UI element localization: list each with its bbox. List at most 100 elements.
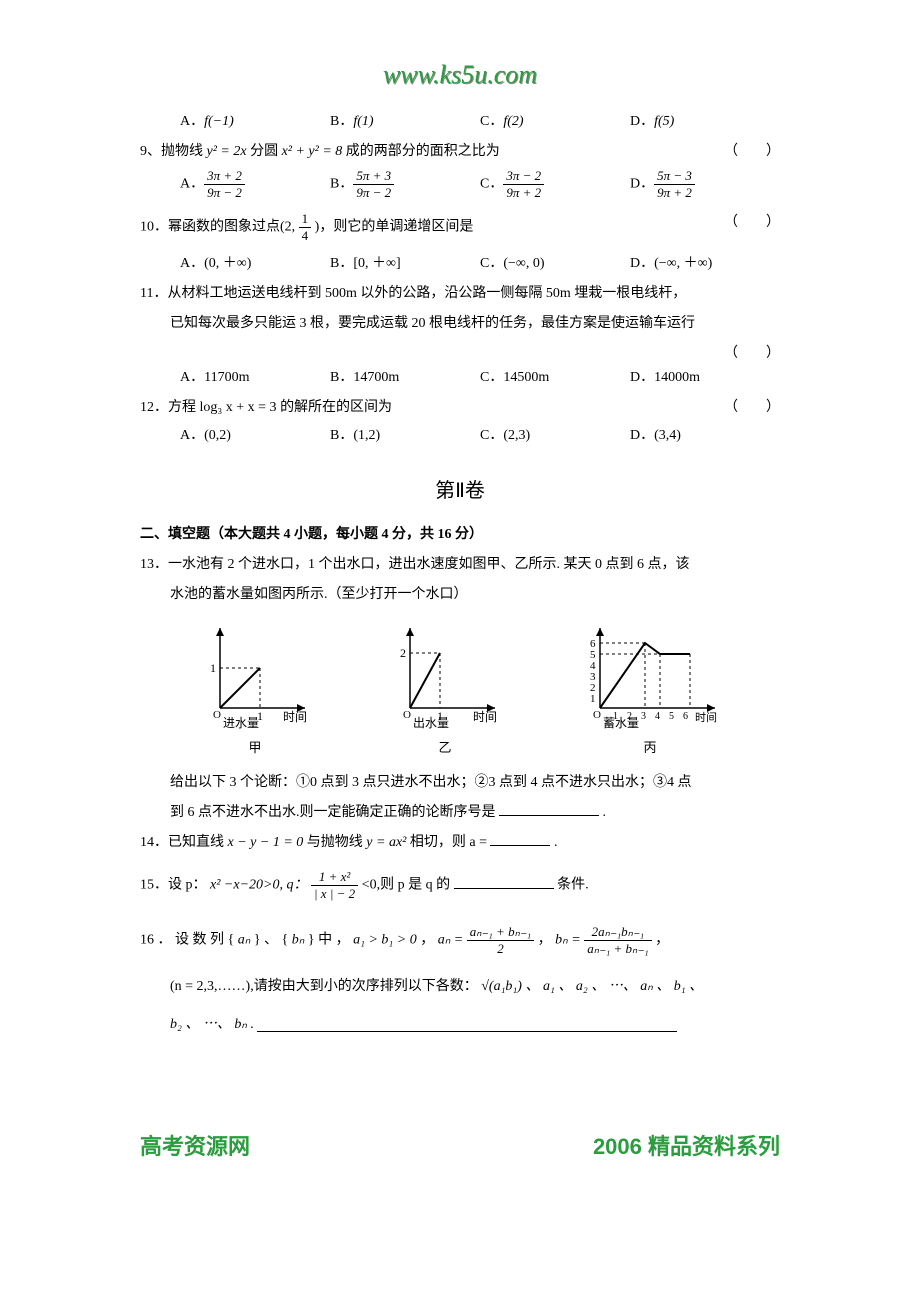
text: ， [655, 933, 669, 948]
q9-option-b: B．5π + 39π − 2 [330, 168, 480, 201]
q12-option-d: D．(3,4) [630, 424, 780, 444]
q8-option-b: B．f(1) [330, 110, 480, 130]
svg-text:时间: 时间 [695, 711, 717, 724]
q11-option-a: A．11700m [180, 366, 330, 386]
frac-den: 2 [467, 941, 534, 957]
text: } 、 { [254, 933, 288, 948]
q12-options: A．(0,2) B．(1,2) C．(2,3) D．(3,4) [140, 424, 780, 444]
frac-num: 3π + 2 [204, 168, 245, 185]
frac-den: 9π − 2 [204, 185, 245, 201]
math: b₂ 、 ⋯、 bₙ . [170, 1017, 254, 1032]
opt-label: A． [180, 177, 204, 192]
math: √(a₁b₁) [481, 979, 522, 994]
svg-text:1: 1 [210, 661, 216, 675]
answer-paren: （ ） [724, 211, 780, 231]
q10-option-c: C．(−∞, 0) [480, 252, 630, 272]
opt-label: C． [480, 177, 503, 192]
fill-blank [499, 802, 599, 816]
math: y² = 2x [207, 144, 247, 159]
page-footer: 高考资源网 2006 精品资料系列 [0, 1129, 920, 1161]
caption: 乙 [385, 737, 505, 756]
opt-math: f(1) [353, 114, 373, 129]
text: 14．已知直线 [140, 835, 228, 850]
opt-label: C． [480, 114, 503, 129]
answer-paren: （ ） [724, 342, 780, 362]
text: <0,则 p 是 q 的 [362, 878, 450, 893]
q16-line2: (n = 2,3,……),请按由大到小的次序排列以下各数： √(a₁b₁) 、 … [140, 975, 780, 995]
svg-text:1: 1 [590, 693, 596, 705]
text: )，则它的单调递增区间是 [315, 220, 474, 235]
text: 15．设 p： [140, 878, 207, 893]
opt-label: B． [330, 114, 353, 129]
q11-line1: 11．从材料工地运送电线杆到 500m 以外的公路，沿公路一侧每隔 50m 埋栽… [140, 282, 780, 302]
q14-stem: 14．已知直线 x − y − 1 = 0 与抛物线 y = ax² 相切，则 … [140, 831, 780, 851]
opt-label: B． [330, 177, 353, 192]
frac-den: aₙ₋₁ + bₙ₋₁ [584, 941, 651, 957]
math: aₙ = [438, 933, 467, 948]
frac-den: 9π − 2 [353, 185, 394, 201]
opt-label: A． [180, 114, 204, 129]
text: 成的两部分的面积之比为 [346, 144, 500, 159]
caption: 甲 [195, 737, 315, 756]
q10-option-b: B．[0, ＋∞] [330, 252, 480, 272]
q11-line2: 已知每次最多只能运 3 根，要完成运载 20 根电线杆的任务，最佳方案是使运输车… [140, 312, 780, 332]
q15-stem: 15．设 p： x² −x−20>0, q： 1 + x²| x | − 2 <… [140, 869, 780, 902]
svg-text:5: 5 [669, 711, 674, 722]
q9-option-d: D．5π − 39π + 2 [630, 168, 780, 201]
diagram-yi: 2 1 O 时间 出水量 乙 [385, 618, 505, 756]
q8-option-a: A．f(−1) [180, 110, 330, 130]
answer-paren: （ ） [724, 396, 780, 416]
text: (n = 2,3,……),请按由大到小的次序排列以下各数： [170, 979, 478, 994]
frac-den: 9π + 2 [503, 185, 544, 201]
text: 9、抛物线 [140, 144, 207, 159]
q9-option-a: A．3π + 29π − 2 [180, 168, 330, 201]
q12-option-b: B．(1,2) [330, 424, 480, 444]
math: x² + y² = 8 [282, 144, 343, 159]
text: 与抛物线 [307, 835, 367, 850]
q11-paren-row: （ ） [140, 342, 780, 358]
frac-num: 5π + 3 [353, 168, 394, 185]
text: 的解所在的区间为 [280, 400, 392, 415]
text: 10．幂函数的图象过点(2, [140, 220, 299, 235]
text: ， [538, 933, 556, 948]
answer-paren: （ ） [724, 140, 780, 160]
fill-blank [490, 832, 550, 846]
text: } 中 ， [308, 933, 353, 948]
frac-num: 2aₙ₋₁bₙ₋₁ [584, 924, 651, 941]
text: q： [286, 878, 307, 893]
math: a₁ > b₁ > 0 [353, 933, 417, 948]
q11-option-c: C．14500m [480, 366, 630, 386]
text: . [603, 805, 607, 820]
q9-option-c: C．3π − 29π + 2 [480, 168, 630, 201]
svg-text:O: O [213, 709, 221, 721]
q8-options: A．f(−1) B．f(1) C．f(2) D．f(5) [140, 110, 780, 130]
math: 、 a₁ 、 a₂ 、 ⋯、 aₙ 、 b₁ 、 [525, 979, 703, 994]
q10-option-a: A．(0, ＋∞) [180, 252, 330, 272]
q11-option-d: D．14000m [630, 366, 780, 386]
q13-line3: 给出以下 3 个论断：①0 点到 3 点只进水不出水；②3 点到 4 点不进水只… [140, 771, 780, 791]
math: x − y − 1 = 0 [228, 835, 304, 850]
text: 已知每次最多只能运 3 根，要完成运载 20 根电线杆的任务，最佳方案是使运输车… [170, 316, 695, 331]
fill-blank [257, 1018, 677, 1032]
q10-stem: 10．幂函数的图象过点(2, 14 )，则它的单调递增区间是 （ ） [140, 211, 780, 244]
svg-text:4: 4 [655, 711, 660, 722]
opt-label: D． [630, 177, 654, 192]
chart-icon: 1 1 O 时间 [195, 618, 315, 728]
q13-line2: 水池的蓄水量如图丙所示.（至少打开一个水口） [140, 583, 780, 603]
text: 分圆 [250, 144, 282, 159]
svg-text:O: O [593, 709, 601, 721]
q9-options: A．3π + 29π − 2 B．5π + 39π − 2 C．3π − 29π… [140, 168, 780, 201]
q16-line3: b₂ 、 ⋯、 bₙ . [140, 1013, 780, 1033]
math: x² −x−20>0, [210, 878, 283, 893]
svg-text:时间: 时间 [473, 710, 497, 724]
opt-math: f(2) [503, 114, 523, 129]
math: aₙ [238, 933, 251, 948]
text: 12．方程 [140, 400, 200, 415]
q8-option-d: D．f(5) [630, 110, 780, 130]
q10-option-d: D．(−∞, ＋∞) [630, 252, 780, 272]
q11-option-b: B．14700m [330, 366, 480, 386]
text: 16 ． 设 数 列 { [140, 933, 234, 948]
q13-diagrams: 1 1 O 时间 进水量 甲 2 1 O 时间 出水量 [140, 618, 780, 756]
footer-right: 2006 精品资料系列 [593, 1129, 780, 1161]
frac-num: 3π − 2 [503, 168, 544, 185]
